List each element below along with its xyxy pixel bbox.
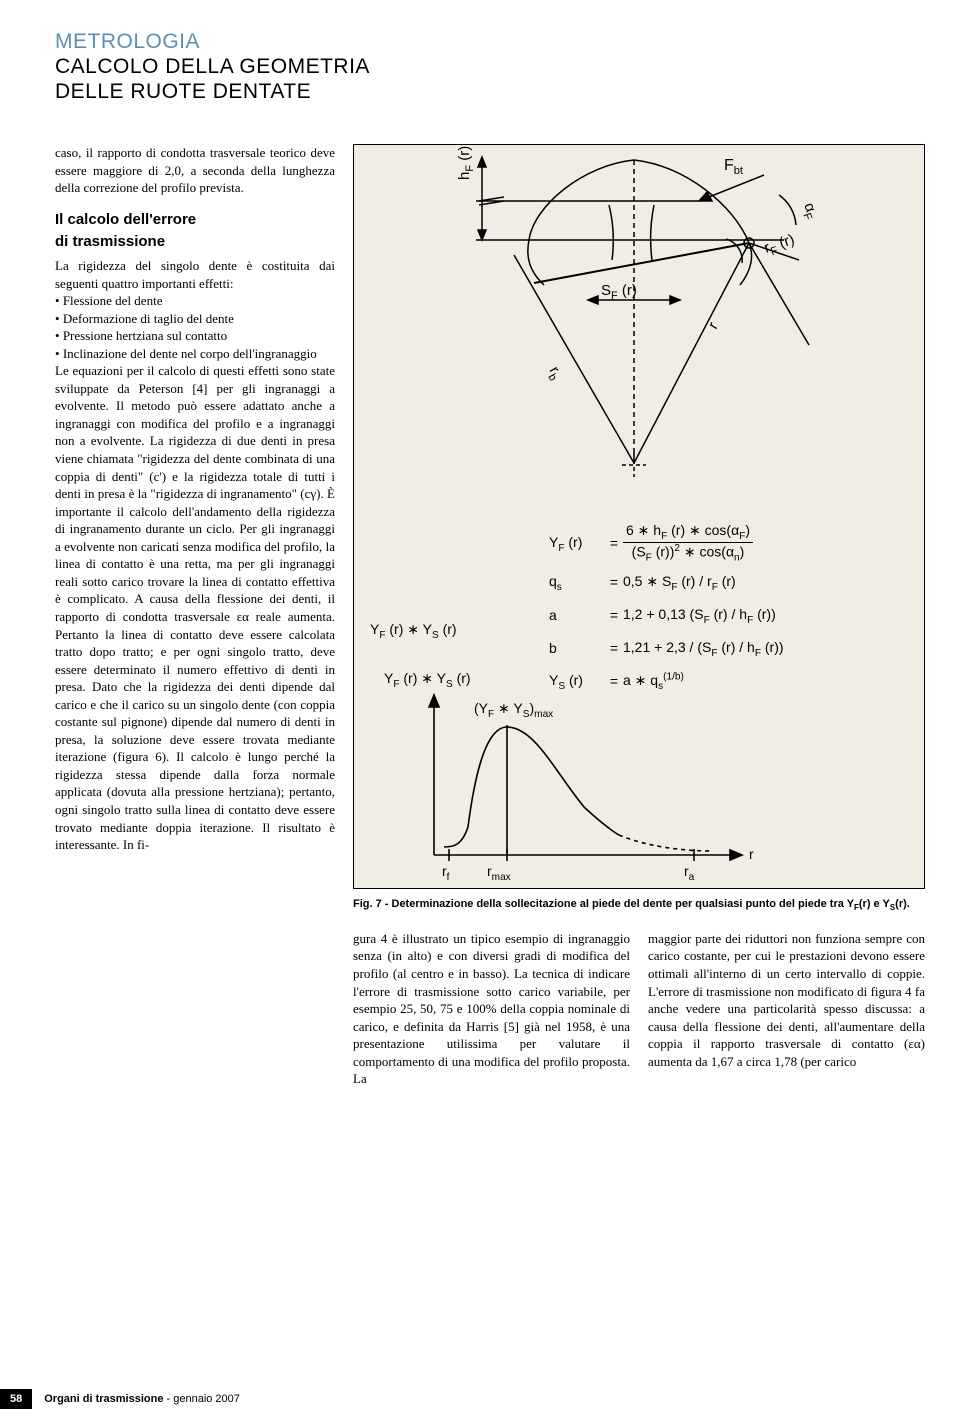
- page-footer: 58 Organi di trasmissione - gennaio 2007: [0, 1389, 240, 1409]
- left-column: caso, il rapporto di condotta trasversal…: [55, 144, 335, 1087]
- bottom-col-1: gura 4 è illustrato un tipico esempio di…: [353, 930, 630, 1088]
- figure-7-equations: YF (r)= 6 ∗ hF (r) ∗ cos(αF) (SF (r))2 ∗…: [549, 523, 919, 699]
- bottom-two-columns: gura 4 è illustrato un tipico esempio di…: [353, 930, 925, 1088]
- figure-7: hF (r) Fbt αF rF (r) SF (r) r rb YF (r)=…: [353, 144, 925, 889]
- figure-7-yf-ys-label-1: YF (r) ∗ YS (r): [370, 621, 457, 641]
- eq-qs-rhs: 0,5 ∗ SF (r) / rF (r): [623, 568, 919, 597]
- bullet-list: Flessione del dente Deformazione di tagl…: [55, 292, 335, 362]
- eq-a-rhs: 1,2 + 0,13 (SF (r) / hF (r)): [623, 601, 919, 630]
- header-title-line1: CALCOLO DELLA GEOMETRIA: [55, 54, 925, 79]
- svg-text:SF (r): SF (r): [601, 282, 637, 302]
- header-title-line2: DELLE RUOTE DENTATE: [55, 79, 925, 104]
- axis-label-rf: rf: [442, 863, 449, 883]
- svg-text:r: r: [705, 320, 722, 333]
- publication-name: Organi di trasmissione: [44, 1393, 163, 1405]
- content-area: caso, il rapporto di condotta trasversal…: [55, 144, 925, 1087]
- axis-label-ra: ra: [684, 863, 694, 883]
- bullet-item: Flessione del dente: [55, 292, 335, 310]
- publication-info: Organi di trasmissione - gennaio 2007: [44, 1393, 240, 1405]
- svg-text:hF (r): hF (r): [456, 146, 476, 180]
- para-intro: caso, il rapporto di condotta trasversal…: [55, 144, 335, 197]
- eq-b-rhs: 1,21 + 2,3 / (SF (r) / hF (r)): [623, 634, 919, 663]
- bullet-item: Deformazione di taglio del dente: [55, 310, 335, 328]
- bullet-item: Pressione hertziana sul contatto: [55, 327, 335, 345]
- right-area: hF (r) Fbt αF rF (r) SF (r) r rb YF (r)=…: [353, 144, 925, 1087]
- figure-7-bottom-chart: [384, 685, 784, 885]
- svg-text:rF (r): rF (r): [762, 231, 798, 260]
- eq-yf-num: 6 ∗ hF (r) ∗ cos(αF): [623, 523, 753, 543]
- figure-7-caption: Fig. 7 - Determinazione della sollecitaz…: [353, 897, 925, 913]
- svg-text:rb: rb: [543, 364, 566, 384]
- svg-text:Fbt: Fbt: [724, 157, 743, 177]
- figure-7-top-diagram: hF (r) Fbt αF rF (r) SF (r) r rb: [354, 145, 924, 515]
- page-header: METROLOGIA CALCOLO DELLA GEOMETRIA DELLE…: [55, 30, 925, 104]
- bottom-col-2: maggior parte dei riduttori non funziona…: [648, 930, 925, 1088]
- svg-text:αF: αF: [797, 201, 821, 223]
- bullet-item: Inclinazione del dente nel corpo dell'in…: [55, 345, 335, 363]
- page-number: 58: [0, 1389, 32, 1409]
- para-list-intro: La rigidezza del singolo dente è costitu…: [55, 257, 335, 292]
- header-category: METROLOGIA: [55, 30, 925, 54]
- publication-date: - gennaio 2007: [163, 1393, 239, 1405]
- subhead-line2: di trasmissione: [55, 233, 335, 251]
- subhead-line1: Il calcolo dell'errore: [55, 211, 335, 229]
- axis-label-r: r: [749, 846, 754, 862]
- axis-label-rmax: rmax: [487, 863, 511, 883]
- eq-yf-den: (SF (r))2 ∗ cos(αn): [623, 543, 753, 564]
- para-main: Le equazioni per il calcolo di questi ef…: [55, 362, 335, 853]
